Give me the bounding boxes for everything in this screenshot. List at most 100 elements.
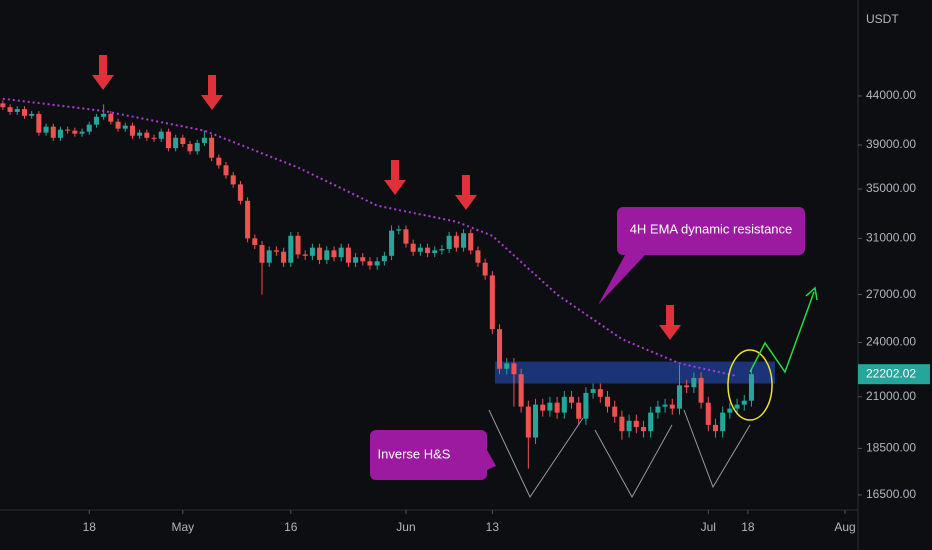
callout-tail	[487, 450, 496, 470]
highlight-ellipse	[727, 349, 773, 421]
candle-body	[165, 131, 171, 149]
candle-body	[29, 113, 35, 116]
candle-body	[72, 130, 78, 134]
projection-arrow-head	[805, 286, 818, 301]
candle-body	[612, 406, 618, 417]
candle-body	[288, 235, 294, 263]
candle-body	[425, 247, 431, 254]
candle-body	[194, 142, 200, 152]
candle-body	[36, 113, 42, 133]
annotation: Inverse H&S	[378, 446, 451, 461]
candle-body	[295, 235, 301, 255]
candle-body	[237, 184, 243, 201]
candle-body	[21, 109, 27, 116]
candle-body	[396, 229, 402, 231]
y-tick-label: 31000.00	[866, 231, 916, 245]
candle-body	[187, 143, 193, 152]
candle-body	[223, 165, 229, 176]
candle-body	[101, 113, 107, 117]
candle-body	[669, 404, 675, 409]
candle-body	[648, 412, 654, 432]
candle-body	[698, 377, 704, 403]
candle-body	[712, 424, 718, 432]
candle-body	[655, 406, 661, 413]
candle-body	[497, 329, 503, 369]
candle-body	[504, 363, 510, 369]
y-tick-label: 39000.00	[866, 137, 916, 151]
candle-body	[151, 137, 157, 139]
candle-body	[547, 402, 553, 411]
y-tick-label: 18500.00	[866, 441, 916, 455]
candle-body	[158, 131, 164, 139]
candle-body	[597, 389, 603, 397]
candle-body	[662, 404, 668, 407]
candle-body	[748, 374, 754, 401]
candle-body	[734, 404, 740, 409]
projection-arrow	[749, 291, 815, 374]
callout-box	[617, 207, 805, 255]
candle-body	[14, 109, 20, 112]
candle-body	[633, 420, 639, 427]
candle-body	[324, 250, 330, 260]
candle-body	[475, 250, 481, 263]
candle-body	[540, 404, 546, 411]
x-tick-label: 18	[741, 520, 755, 534]
candle-body	[273, 250, 279, 252]
candle-body	[705, 402, 711, 425]
candle-body	[367, 261, 373, 266]
candle-body	[137, 132, 143, 136]
candle-body	[561, 396, 567, 413]
candle-body	[252, 238, 258, 246]
annotation: 4H EMA dynamic resistance	[630, 221, 793, 236]
candle-body	[389, 230, 395, 256]
candle-body	[345, 247, 351, 263]
x-tick-label: Aug	[834, 520, 855, 534]
candle-body	[173, 137, 179, 149]
candle-body	[7, 107, 13, 112]
arrow	[92, 55, 114, 90]
x-tick-label: May	[171, 520, 194, 534]
candle-body	[317, 247, 323, 260]
head-shoulders-lines	[488, 409, 751, 499]
candle-body	[583, 392, 589, 419]
x-tick-label: Jun	[396, 520, 415, 534]
candle-body	[245, 200, 251, 239]
candle-body	[302, 254, 308, 256]
candle-body	[129, 125, 135, 136]
candle-body	[266, 250, 272, 263]
candle-body	[741, 400, 747, 405]
candle-body	[0, 103, 6, 108]
candle-body	[453, 235, 459, 248]
candle-body	[79, 131, 85, 134]
candle-body	[439, 249, 445, 251]
candle-body	[50, 126, 56, 138]
candle-body	[684, 385, 690, 388]
candle-body	[259, 245, 265, 263]
candle-body	[360, 257, 366, 262]
x-tick-label: 16	[284, 520, 298, 534]
candle-body	[518, 374, 524, 407]
candle-body	[432, 250, 438, 254]
arrow	[201, 75, 223, 110]
candle-body	[281, 251, 287, 263]
candle-body	[57, 129, 63, 138]
last-price-label: 22202.02	[866, 366, 916, 380]
y-tick-label: 44000.00	[866, 88, 916, 102]
candle-body	[230, 175, 236, 185]
candle-body	[144, 132, 150, 138]
candle-body	[309, 247, 315, 256]
candle-body	[533, 404, 539, 438]
y-tick-label: 21000.00	[866, 389, 916, 403]
candle-body	[115, 121, 121, 129]
red-arrows	[92, 55, 681, 340]
candle-body	[216, 157, 222, 166]
callout-box	[370, 430, 487, 480]
y-tick-label: 24000.00	[866, 335, 916, 349]
candle-body	[640, 426, 647, 432]
candle-body	[331, 250, 337, 258]
candle-body	[65, 129, 71, 131]
resistance-zone	[495, 361, 775, 384]
arrow	[455, 175, 477, 210]
candle-body	[604, 396, 611, 407]
candle-body	[43, 126, 49, 133]
